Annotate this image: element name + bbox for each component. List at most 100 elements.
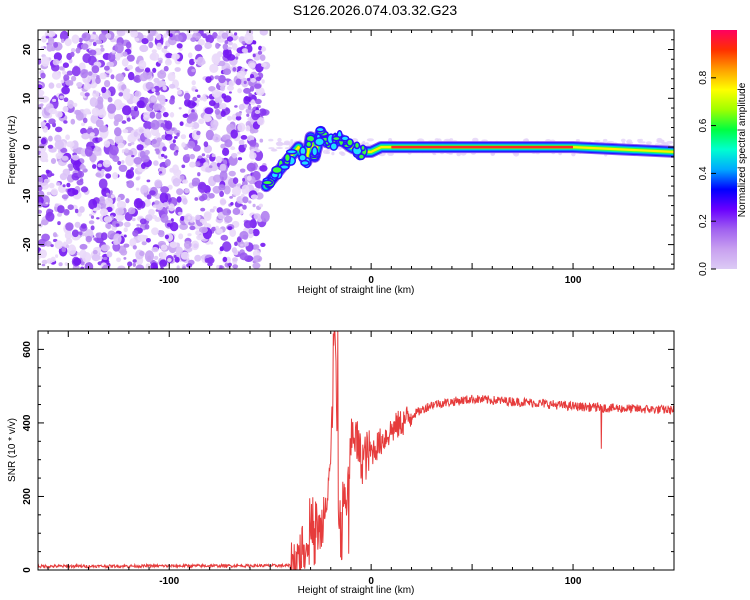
noise-blob: [148, 41, 154, 49]
noise-blob: [208, 86, 216, 92]
noise-blob: [160, 244, 168, 251]
noise-blob: [133, 106, 138, 112]
snr-ticks: -100 0 100 0 200 400 600: [22, 330, 675, 587]
noise-blob: [224, 39, 229, 45]
noise-blob: [95, 119, 104, 128]
noise-blob: [93, 146, 102, 156]
chart-title: S126.2026.074.03.32.G23: [292, 2, 458, 18]
noise-blob: [101, 168, 105, 174]
noise-blob: [136, 100, 145, 109]
noise-blob: [248, 82, 254, 86]
noise-blob: [227, 41, 233, 46]
noise-blob: [150, 262, 158, 269]
signal-blob: [315, 126, 325, 133]
noise-blob: [89, 49, 97, 56]
noise-blob: [66, 141, 75, 148]
noise-blob: [65, 222, 74, 231]
noise-blob: [97, 108, 107, 118]
noise-blob: [158, 166, 167, 176]
noise-blob: [240, 243, 244, 247]
noise-blob: [131, 154, 135, 158]
noise-blob: [571, 152, 576, 157]
noise-blob: [70, 118, 76, 125]
noise-blob: [60, 147, 68, 153]
noise-blob: [276, 147, 283, 149]
noise-blob: [180, 134, 187, 140]
noise-blob: [122, 129, 129, 134]
noise-blob: [222, 68, 232, 75]
noise-blob: [106, 251, 113, 258]
noise-blob: [178, 107, 182, 110]
noise-blob: [64, 262, 69, 266]
noise-blob: [232, 186, 241, 197]
noise-blob: [57, 205, 65, 214]
noise-blob: [175, 149, 179, 153]
noise-blob: [55, 83, 62, 89]
noise-blob: [103, 140, 111, 148]
noise-blob: [55, 110, 63, 118]
noise-blob: [199, 158, 206, 164]
noise-blob: [178, 233, 184, 240]
noise-blob: [158, 60, 163, 64]
noise-blob: [209, 208, 215, 213]
noise-blob: [47, 144, 54, 149]
noise-blob: [189, 161, 196, 168]
noise-blob: [89, 132, 95, 137]
noise-blob: [76, 179, 84, 186]
noise-blob: [227, 46, 233, 50]
noise-blob: [219, 246, 224, 252]
noise-blob: [213, 105, 218, 109]
noise-blob: [107, 97, 113, 103]
noise-blob: [163, 33, 168, 38]
noise-blob: [250, 194, 258, 200]
noise-blob: [249, 86, 255, 92]
noise-blob: [139, 250, 145, 257]
noise-blob: [189, 153, 196, 160]
noise-blob: [41, 35, 47, 43]
noise-blob: [199, 195, 206, 202]
noise-blob: [77, 211, 82, 217]
noise-blob: [260, 210, 270, 223]
noise-blob: [229, 228, 237, 237]
noise-blob: [340, 152, 346, 156]
noise-blob: [666, 140, 674, 144]
noise-blob: [211, 153, 216, 158]
noise-blob: [40, 121, 46, 127]
noise-blob: [252, 262, 261, 269]
noise-blob: [115, 223, 120, 227]
noise-blob: [38, 176, 43, 182]
noise-blob: [92, 90, 97, 94]
noise-blob: [164, 234, 169, 240]
noise-blob: [183, 240, 192, 249]
noise-blob: [131, 105, 135, 111]
noise-blob: [159, 251, 167, 260]
noise-blob: [244, 96, 251, 102]
noise-blob: [594, 140, 601, 143]
noise-blob: [322, 149, 329, 154]
noise-blob: [160, 264, 163, 268]
noise-blob: [171, 127, 175, 131]
noise-blob: [93, 207, 98, 212]
noise-blob: [249, 74, 255, 79]
noise-blob: [41, 233, 50, 242]
noise-blob: [99, 72, 108, 80]
noise-blob: [80, 69, 88, 79]
noise-blob: [127, 207, 136, 215]
noise-blob: [194, 254, 202, 262]
noise-blob: [115, 207, 125, 216]
noise-blob: [61, 247, 67, 253]
noise-blob: [331, 151, 335, 156]
noise-blob: [81, 32, 91, 42]
noise-blob: [145, 214, 153, 222]
noise-blob: [48, 135, 53, 142]
noise-blob: [215, 42, 220, 49]
noise-blob: [216, 207, 223, 214]
noise-blob: [149, 53, 157, 61]
noise-blob: [239, 168, 246, 173]
noise-blob: [176, 87, 180, 90]
noise-blob: [227, 85, 234, 91]
noise-blob: [114, 134, 124, 145]
noise-blob: [54, 203, 59, 208]
noise-blob: [63, 120, 68, 124]
noise-blob: [237, 88, 243, 94]
